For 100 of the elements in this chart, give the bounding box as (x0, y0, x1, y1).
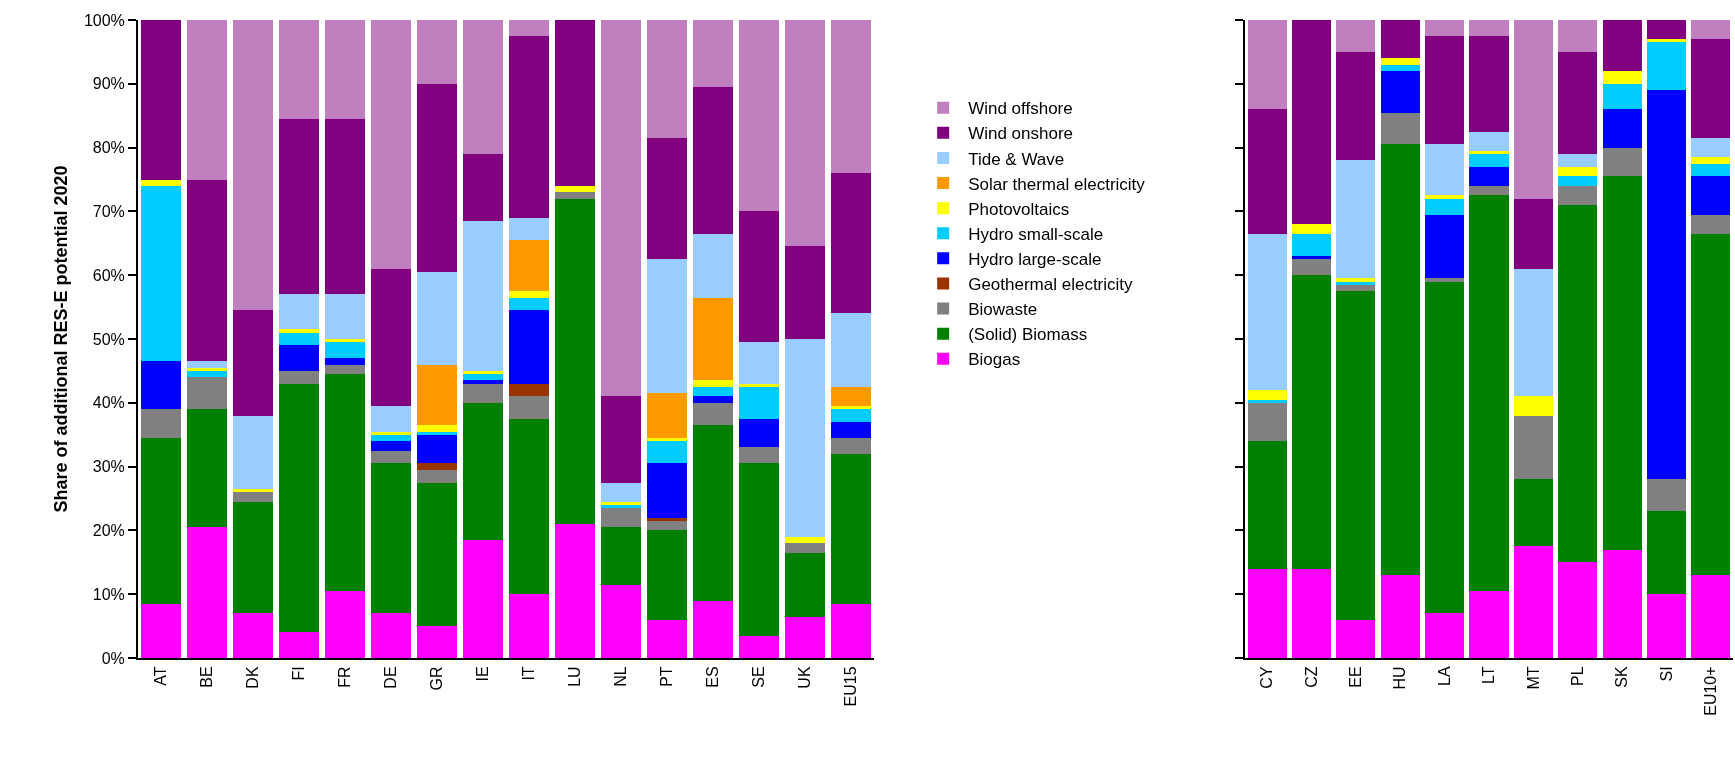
bar (1691, 138, 1731, 158)
bar (462, 374, 504, 381)
bar (784, 552, 826, 617)
bar (186, 370, 228, 378)
bar (1469, 35, 1509, 132)
legend-label: Photovoltaics (968, 199, 1070, 219)
bar (416, 431, 458, 435)
bar (140, 361, 182, 410)
bar (232, 20, 274, 311)
bar (1602, 147, 1642, 177)
bar (738, 386, 780, 419)
y-tick-label: 60% (92, 266, 125, 284)
x-tick-label: EU15 (842, 666, 860, 707)
bar (1558, 166, 1598, 177)
x-tick-label: HU (1391, 666, 1409, 690)
bar (1469, 195, 1509, 592)
bar (1691, 20, 1731, 40)
bar (1558, 205, 1598, 563)
bar (370, 268, 412, 406)
bar (140, 409, 182, 438)
legend-label: Wind offshore (968, 99, 1073, 119)
x-tick-label: EE (1347, 666, 1365, 688)
bar (186, 20, 228, 180)
legend-label: Wind onshore (968, 124, 1074, 144)
bar (692, 425, 734, 601)
bar (1247, 390, 1287, 400)
bar (1292, 233, 1332, 257)
x-tick-label: DE (382, 666, 400, 689)
bar (1425, 35, 1465, 145)
bar (462, 380, 504, 384)
bar (1247, 568, 1287, 658)
bar (1602, 83, 1642, 110)
bar (462, 383, 504, 403)
y-tick-label: 0% (101, 649, 125, 667)
bar (186, 179, 228, 362)
bar (232, 613, 274, 658)
x-tick-label: AT (152, 666, 170, 686)
bar (1292, 256, 1332, 260)
bar (324, 118, 366, 295)
bar (462, 220, 504, 371)
bar (462, 539, 504, 658)
legend-label: Tide & Wave (968, 149, 1065, 169)
bar (1247, 399, 1287, 403)
bar (278, 329, 320, 333)
bar (738, 383, 780, 387)
bar (784, 20, 826, 247)
x-tick-label: CY (1258, 666, 1276, 689)
bar (370, 405, 412, 432)
bar (1336, 291, 1376, 620)
bar (738, 20, 780, 212)
legend-label: Biowaste (968, 300, 1038, 320)
bar (830, 409, 872, 422)
bar (692, 600, 734, 658)
bar (646, 619, 688, 658)
legend-label: Biogas (968, 350, 1021, 370)
bar (232, 488, 274, 493)
bar (554, 185, 596, 193)
bar (1646, 594, 1686, 658)
bar (186, 367, 228, 371)
x-tick-label: IT (520, 666, 538, 681)
bar (646, 138, 688, 260)
bar (1425, 278, 1465, 282)
bar (1602, 109, 1642, 148)
bar (370, 434, 412, 442)
bar (692, 297, 734, 381)
bar (1691, 176, 1731, 215)
bar (1469, 150, 1509, 154)
bar (508, 418, 550, 595)
bar (692, 386, 734, 397)
bar (370, 20, 412, 269)
bar (508, 291, 550, 298)
bar (1247, 441, 1287, 569)
bar (1558, 185, 1598, 206)
bar (324, 339, 366, 343)
bar (1691, 39, 1731, 139)
bar (1469, 166, 1509, 186)
bar (416, 425, 458, 432)
bar (646, 259, 688, 394)
bar (784, 543, 826, 553)
bar (1646, 20, 1686, 40)
bar (554, 524, 596, 658)
bar (232, 492, 274, 502)
bar (1425, 144, 1465, 196)
bar (140, 437, 182, 604)
x-tick-label: SI (1657, 666, 1675, 682)
bar (1247, 20, 1287, 110)
bar (1558, 153, 1598, 167)
bar (1469, 591, 1509, 658)
bar (1646, 39, 1686, 43)
bar (1513, 479, 1553, 547)
bar (1336, 51, 1376, 161)
bar (1469, 153, 1509, 167)
bar (1380, 112, 1420, 145)
bar (554, 20, 596, 186)
bar (738, 447, 780, 464)
bar (1292, 224, 1332, 234)
bar (1646, 42, 1686, 91)
bar (600, 396, 642, 483)
bar (830, 173, 872, 314)
bar (1602, 176, 1642, 550)
